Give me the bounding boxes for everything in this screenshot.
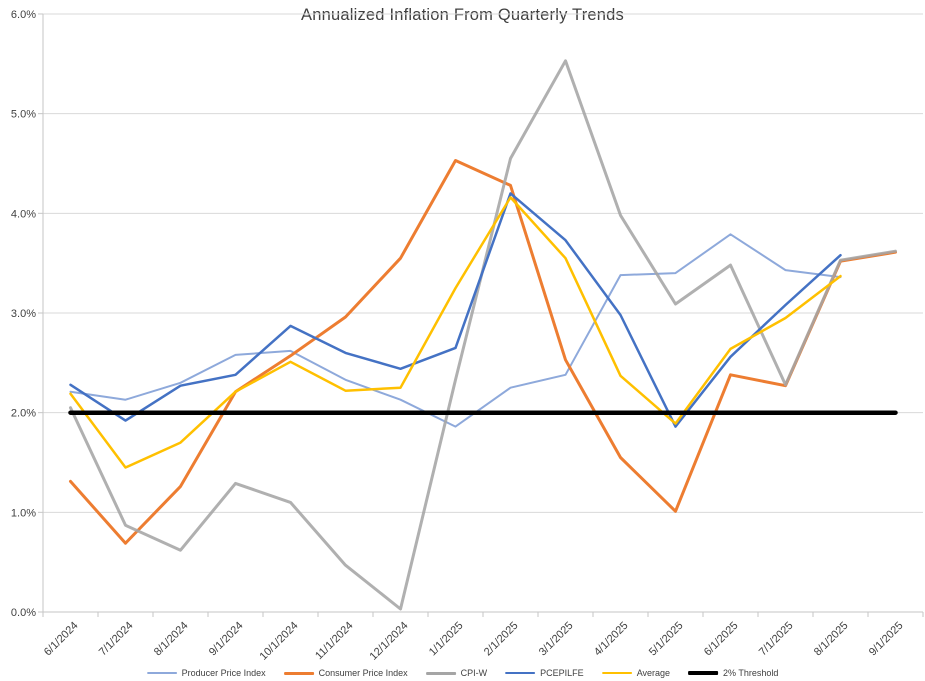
legend-item-2-threshold: 2% Threshold xyxy=(688,668,778,678)
legend-label-pcepilfe: PCEPILFE xyxy=(540,668,584,678)
legend-swatch-2-threshold xyxy=(688,671,719,675)
legend-label-average: Average xyxy=(636,668,671,678)
y-tick-label: 6.0% xyxy=(11,9,36,21)
legend-swatch-pcepilfe xyxy=(505,671,536,675)
legend-label-consumer-price-index: Consumer Price Index xyxy=(318,668,408,678)
legend-item-pcepilfe: PCEPILFE xyxy=(505,668,584,678)
legend-swatch-consumer-price-index xyxy=(283,671,314,675)
legend-item-cpi-w: CPI-W xyxy=(425,668,488,678)
chart-title: Annualized Inflation From Quarterly Tren… xyxy=(301,6,624,24)
x-tick-label: 6/1/2025 xyxy=(702,620,741,659)
legend-label-2-threshold: 2% Threshold xyxy=(723,668,779,678)
legend-item-average: Average xyxy=(601,668,671,678)
y-tick-label: 4.0% xyxy=(11,208,36,220)
x-tick-label: 8/1/2024 xyxy=(152,620,191,659)
y-tick-label: 3.0% xyxy=(11,308,36,320)
legend-item-consumer-price-index: Consumer Price Index xyxy=(283,668,408,678)
x-tick-label: 5/1/2025 xyxy=(647,620,686,659)
y-tick-label: 1.0% xyxy=(11,507,36,519)
x-tick-label: 1/1/2025 xyxy=(427,620,466,659)
y-tick-label: 2.0% xyxy=(11,408,36,420)
x-tick-label: 8/1/2025 xyxy=(812,620,851,659)
legend-swatch-producer-price-index xyxy=(146,672,177,674)
legend-swatch-cpi-w xyxy=(425,671,456,675)
legend-label-producer-price-index: Producer Price Index xyxy=(181,668,266,678)
chart-legend: Producer Price Index Consumer Price Index… xyxy=(146,668,778,678)
x-tick-label: 11/1/2024 xyxy=(313,620,356,663)
y-tick-label: 0.0% xyxy=(11,607,36,619)
x-tick-label: 7/1/2025 xyxy=(757,620,796,659)
x-tick-label: 10/1/2024 xyxy=(258,620,301,663)
x-tick-label: 4/1/2025 xyxy=(592,620,631,659)
x-tick-label: 3/1/2025 xyxy=(537,620,576,659)
x-tick-label: 7/1/2024 xyxy=(97,620,136,659)
series-line-average xyxy=(69,196,842,469)
x-tick-label: 6/1/2024 xyxy=(42,620,81,659)
series-line-consumer-price-index xyxy=(69,159,897,545)
x-tick-label: 9/1/2024 xyxy=(207,620,246,659)
x-tick-label: 2/1/2025 xyxy=(482,620,521,659)
x-tick-label: 9/1/2025 xyxy=(867,620,906,659)
x-tick-label: 12/1/2024 xyxy=(368,620,411,663)
legend-swatch-average xyxy=(601,671,632,675)
legend-label-cpi-w: CPI-W xyxy=(460,668,488,678)
series-line-cpi-w xyxy=(69,59,897,611)
y-tick-label: 5.0% xyxy=(11,109,36,121)
series-line-producer-price-index xyxy=(69,233,842,428)
legend-item-producer-price-index: Producer Price Index xyxy=(146,668,266,678)
series-line-pcepilfe xyxy=(69,192,842,428)
